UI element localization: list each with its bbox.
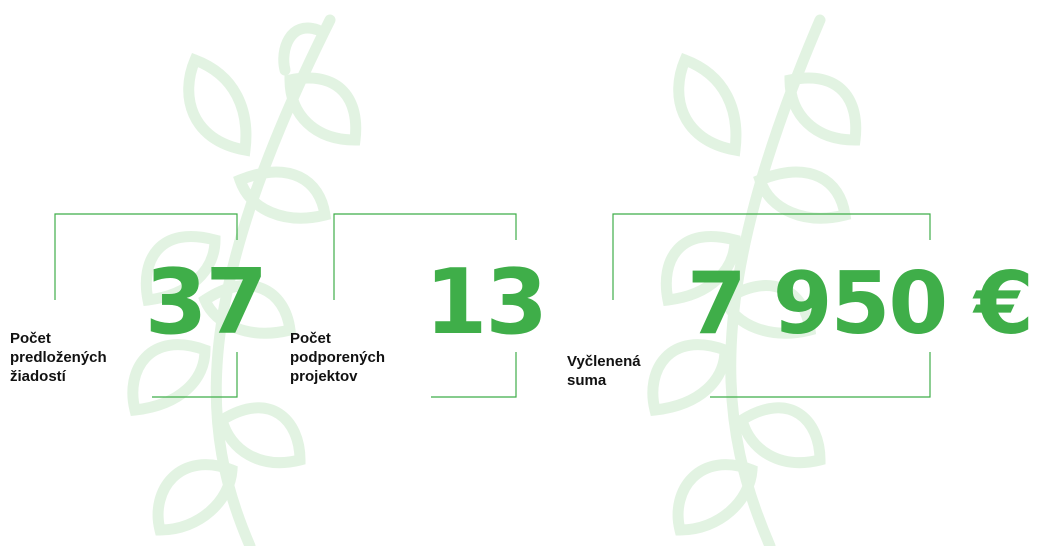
stat-value: 37 <box>145 250 266 355</box>
stat-label: predložených <box>10 349 107 366</box>
stats: 37 Počet predložených žiadostí 13 Počet podpor… <box>10 250 1032 389</box>
stat-label: žiadostí <box>10 368 67 385</box>
stat-value: 7 950 € <box>687 254 1032 354</box>
stat-label: projektov <box>290 368 358 385</box>
stat-value: 13 <box>425 250 546 355</box>
stat-label: Počet <box>10 330 51 347</box>
stat-label: podporených <box>290 349 385 366</box>
stat-label: Vyčlenená <box>567 353 641 370</box>
page: 37 Počet predložených žiadostí 13 Počet podpor… <box>0 0 1042 546</box>
stats-section: 37 Počet predložených žiadostí 13 Počet podpor… <box>0 0 1042 546</box>
stat-label: suma <box>567 372 607 389</box>
stat-label: Počet <box>290 330 331 347</box>
